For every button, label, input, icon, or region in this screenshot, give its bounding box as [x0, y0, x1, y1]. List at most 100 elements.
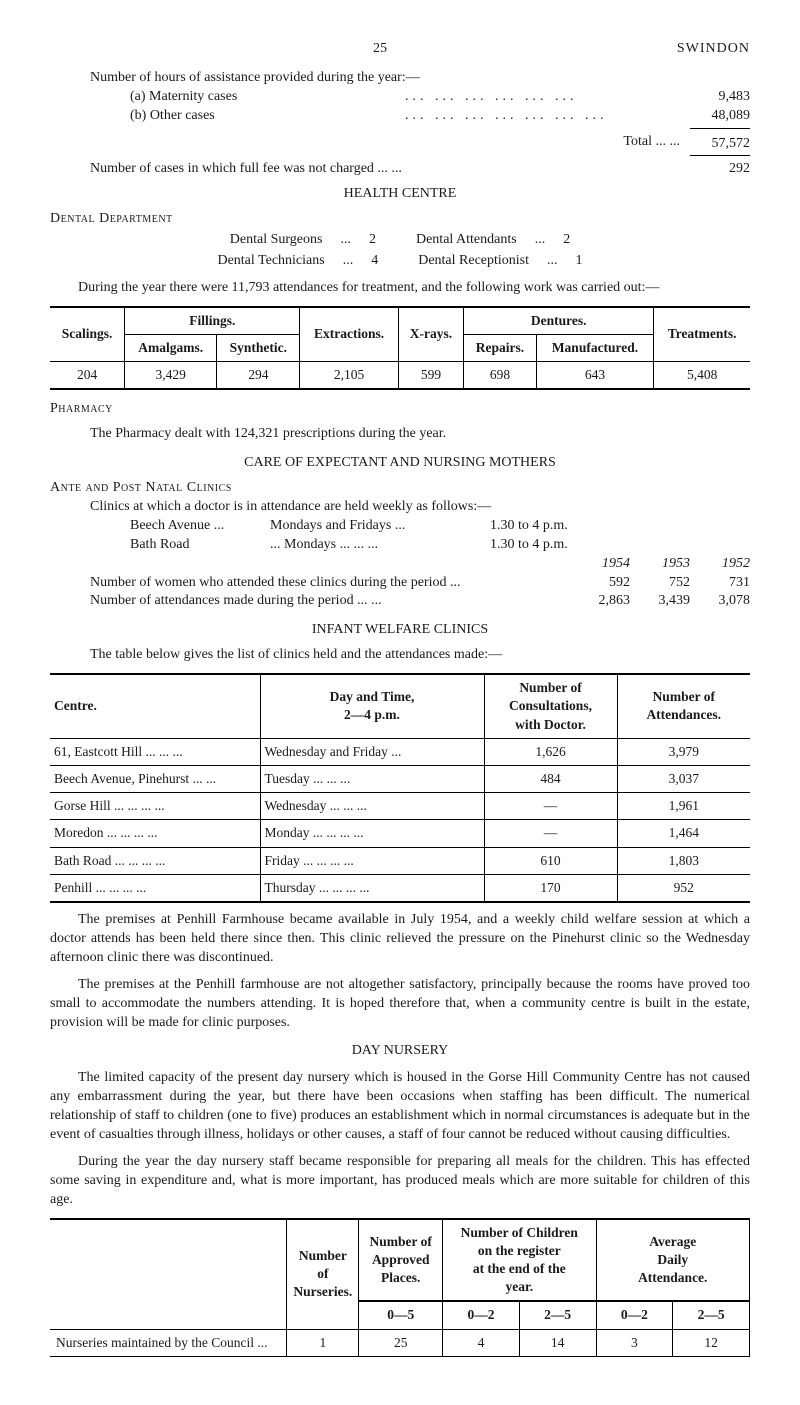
th-scalings: Scalings.	[50, 307, 125, 362]
clinics-consult: 1,626	[484, 738, 617, 765]
th-fillings: Fillings.	[125, 307, 300, 335]
clinics-row: 61, Eastcott Hill ... ... ...Wednesday a…	[50, 738, 750, 765]
nr-4: 14	[519, 1329, 596, 1356]
assist-b-value: 48,089	[680, 107, 750, 126]
clinics-attend: 952	[617, 874, 750, 902]
assist-b-label: (b) Other cases	[130, 107, 405, 126]
th-dentures: Dentures.	[464, 307, 654, 335]
nr-3: 4	[443, 1329, 520, 1356]
clinics-day: Monday ... ... ... ...	[260, 820, 484, 847]
clinics-centre: 61, Eastcott Hill ... ... ...	[50, 738, 260, 765]
women-1952: 731	[690, 574, 750, 593]
clinics-attend: 3,037	[617, 766, 750, 793]
th-treatments: Treatments.	[654, 307, 750, 362]
td-xrays: 599	[398, 362, 463, 390]
full-fee-label: Number of cases in which full fee was no…	[90, 160, 680, 179]
assist-total-value: 57,572	[680, 133, 750, 154]
nr-2: 25	[359, 1329, 443, 1356]
clinics-centre: Beech Avenue, Pinehurst ... ...	[50, 766, 260, 793]
dental-techs-dots: ...	[343, 252, 354, 271]
clinics-centre: Gorse Hill ... ... ... ...	[50, 793, 260, 820]
attend-1952: 3,078	[690, 592, 750, 611]
dental-attendants-value: 2	[563, 231, 570, 250]
clinics-day: Wednesday ... ... ...	[260, 793, 484, 820]
clinics-consult: 170	[484, 874, 617, 902]
nursery-table: Number of Nurseries.Number of Approved P…	[50, 1218, 750, 1357]
td-synthetic: 294	[217, 362, 300, 390]
dental-table: Scalings. Fillings. Extractions. X-rays.…	[50, 306, 750, 391]
women-1953: 752	[630, 574, 690, 593]
th-consult: Number of Consultations, with Doctor.	[484, 674, 617, 738]
bath-label: Bath Road	[130, 536, 270, 555]
dental-attendants-dots: ...	[535, 231, 546, 250]
clinics-attend: 3,979	[617, 738, 750, 765]
dental-surgeons-label: Dental Surgeons	[230, 231, 323, 250]
clinics-consult: 610	[484, 847, 617, 874]
clinics-centre: Penhill ... ... ... ...	[50, 874, 260, 902]
nr-1: 1	[287, 1329, 359, 1356]
th-xrays: X-rays.	[398, 307, 463, 362]
page-header: 25 SWINDON	[50, 40, 750, 59]
dental-recep-label: Dental Receptionist	[418, 252, 529, 271]
infant-line: The table below gives the list of clinic…	[90, 646, 750, 665]
beech-mid: Mondays and Fridays ...	[270, 517, 490, 536]
td-extractions: 2,105	[300, 362, 398, 390]
dental-attendants-label: Dental Attendants	[416, 231, 517, 250]
full-fee-value: 292	[680, 160, 750, 179]
td-scalings: 204	[50, 362, 125, 390]
assistance-title: Number of hours of assistance provided d…	[90, 69, 750, 88]
clinics-centre: Bath Road ... ... ... ...	[50, 847, 260, 874]
bath-mid: ... Mondays ... ... ...	[270, 536, 490, 555]
attend-1953: 3,439	[630, 592, 690, 611]
td-treatments: 5,408	[654, 362, 750, 390]
assist-a-dots: ... ... ... ... ... ...	[405, 88, 680, 107]
para-nursery-1: The limited capacity of the present day …	[50, 1069, 750, 1145]
clinics-attend: 1,803	[617, 847, 750, 874]
dental-surgeons-value: 2	[369, 231, 376, 250]
day-nursery-title: DAY NURSERY	[50, 1042, 750, 1061]
th-synthetic: Synthetic.	[217, 335, 300, 362]
th-day: Day and Time, 2—4 p.m.	[260, 674, 484, 738]
clinics-row: Moredon ... ... ... ...Monday ... ... ..…	[50, 820, 750, 847]
clinics-consult: 484	[484, 766, 617, 793]
td-manufactured: 643	[536, 362, 654, 390]
nr-6: 12	[673, 1329, 750, 1356]
year-1954: 1954	[570, 555, 630, 574]
ante-title: Ante and Post Natal Clinics	[50, 479, 750, 498]
dental-recep-dots: ...	[547, 252, 558, 271]
pharmacy-line: The Pharmacy dealt with 124,321 prescrip…	[90, 425, 750, 444]
assist-a-value: 9,483	[680, 88, 750, 107]
year-1953: 1953	[630, 555, 690, 574]
dental-recep-value: 1	[576, 252, 583, 271]
women-1954: 592	[570, 574, 630, 593]
th-repairs: Repairs.	[464, 335, 537, 362]
dental-paragraph: During the year there were 11,793 attend…	[50, 279, 750, 298]
clinics-day: Tuesday ... ... ...	[260, 766, 484, 793]
clinics-consult: —	[484, 820, 617, 847]
th-manufactured: Manufactured.	[536, 335, 654, 362]
year-1952: 1952	[690, 555, 750, 574]
infant-title: INFANT WELFARE CLINICS	[50, 621, 750, 640]
care-title: CARE OF EXPECTANT AND NURSING MOTHERS	[50, 454, 750, 473]
dental-techs-label: Dental Technicians	[217, 252, 324, 271]
ante-line: Clinics at which a doctor is in attendan…	[90, 498, 750, 517]
attend-row-label: Number of attendances made during the pe…	[90, 592, 570, 611]
clinics-attend: 1,961	[617, 793, 750, 820]
header-right: SWINDON	[630, 40, 750, 59]
attend-1954: 2,863	[570, 592, 630, 611]
para-penhill-1: The premises at Penhill Farmhouse became…	[50, 911, 750, 968]
th-attend: Number of Attendances.	[617, 674, 750, 738]
beech-label: Beech Avenue ...	[130, 517, 270, 536]
td-repairs: 698	[464, 362, 537, 390]
th-extractions: Extractions.	[300, 307, 398, 362]
dental-dept-title: Dental Department	[50, 210, 750, 229]
dental-surgeons-dots: ...	[340, 231, 351, 250]
para-nursery-2: During the year the day nursery staff be…	[50, 1153, 750, 1210]
beech-time: 1.30 to 4 p.m.	[490, 517, 568, 536]
clinics-row: Gorse Hill ... ... ... ...Wednesday ... …	[50, 793, 750, 820]
clinics-centre: Moredon ... ... ... ...	[50, 820, 260, 847]
clinics-consult: —	[484, 793, 617, 820]
page-number: 25	[130, 40, 630, 59]
women-row-label: Number of women who attended these clini…	[90, 574, 570, 593]
nursery-row-label: Nurseries maintained by the Council ...	[50, 1329, 287, 1356]
